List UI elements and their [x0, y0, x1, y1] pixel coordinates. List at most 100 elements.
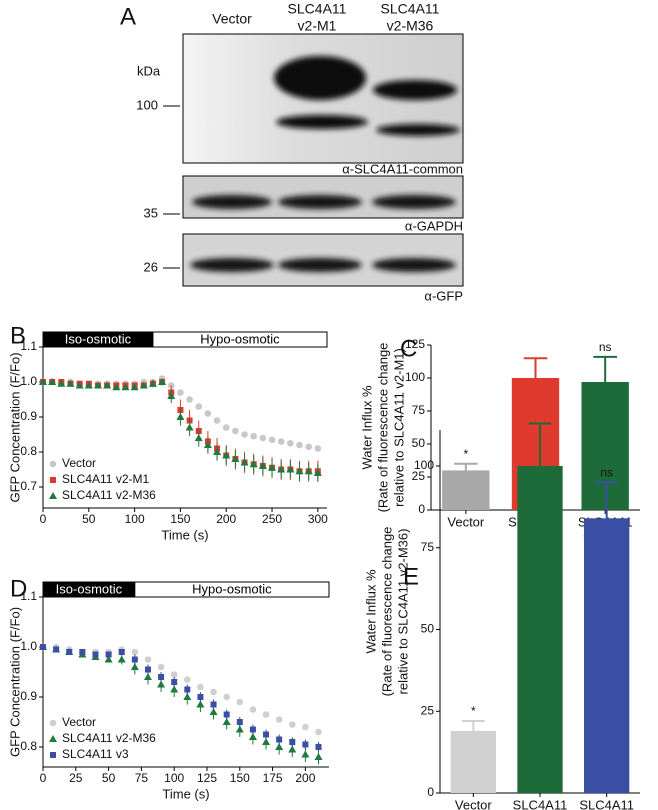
marker [314, 753, 323, 760]
marker [184, 686, 191, 693]
x-tick-label: 50 [82, 512, 96, 526]
panel-label: A [120, 3, 136, 30]
marker [222, 424, 230, 431]
y-axis-label: Water Influx % [363, 569, 378, 653]
marker [184, 676, 191, 683]
y-tick-label: 75 [412, 403, 426, 417]
marker [210, 688, 217, 696]
marker-label: 100 [136, 97, 158, 112]
marker [262, 711, 270, 718]
marker [231, 455, 240, 462]
bar [584, 518, 630, 793]
marker [84, 381, 93, 389]
y-tick-label: 100 [414, 458, 434, 472]
marker [262, 738, 271, 745]
band [190, 258, 274, 272]
significance-label: * [463, 447, 468, 461]
x-tick-label: Vector [447, 514, 485, 529]
lane-label: SLC4A11 [288, 1, 347, 17]
marker [249, 726, 256, 733]
marker [143, 673, 152, 680]
marker [75, 381, 84, 389]
antibody-label: α-GFP [424, 288, 463, 303]
marker [157, 680, 166, 688]
marker [268, 463, 277, 471]
marker [130, 383, 139, 391]
marker [268, 436, 276, 444]
marker [213, 417, 221, 424]
x-tick-label: 25 [69, 771, 83, 785]
marker [104, 655, 113, 663]
marker [144, 656, 152, 663]
legend-marker [50, 752, 56, 758]
marker [195, 403, 203, 410]
marker [53, 646, 60, 653]
y-axis-label: relative to SLC4A11 v2-M1) [391, 348, 406, 507]
x-tick-label: 0 [40, 512, 47, 526]
marker [302, 723, 309, 731]
marker [92, 651, 99, 658]
marker [158, 378, 167, 385]
legend-marker [49, 719, 57, 727]
marker [139, 381, 148, 389]
marker [39, 378, 47, 385]
marker [240, 458, 249, 466]
band [372, 195, 456, 209]
marker [148, 379, 157, 387]
x-tick-label: 150 [230, 771, 250, 785]
x-tick-label: SLC4A11 [579, 797, 634, 810]
x-tick-label: 50 [102, 771, 116, 785]
legend-label: SLC4A11 v3 [62, 747, 129, 761]
phase-bar [152, 331, 328, 348]
panel-label: E [403, 563, 419, 590]
legend-marker [49, 735, 57, 742]
marker [196, 700, 205, 708]
legend-label: Vector [62, 456, 96, 470]
marker-label: 35 [144, 205, 158, 220]
marker [249, 706, 257, 713]
marker [289, 739, 296, 745]
x-tick-label: 200 [216, 512, 236, 526]
marker [171, 679, 178, 685]
legend-marker [49, 492, 57, 499]
bar [581, 381, 629, 510]
marker [121, 383, 130, 391]
bar [450, 730, 496, 793]
y-tick-label: 0.8 [20, 444, 37, 458]
marker [263, 731, 270, 738]
marker [313, 469, 322, 476]
marker [40, 644, 46, 650]
bar [442, 470, 490, 510]
bands [192, 195, 456, 209]
x-tick-label: 125 [197, 771, 217, 785]
marker [112, 383, 121, 391]
marker [232, 427, 239, 435]
marker [296, 441, 303, 449]
lane-label: v2-M36 [387, 18, 434, 34]
marker [213, 448, 222, 455]
marker [158, 674, 165, 680]
y-tick-label: 0 [418, 502, 425, 516]
marker [66, 379, 75, 387]
phase-label: Hypo-osmotic [192, 581, 272, 596]
y-axis-label: relative to SLC4A11 v2-M36) [395, 529, 410, 695]
y-axis-label: Water Influx % [359, 385, 374, 469]
marker [197, 694, 204, 700]
x-tick-label: 100 [125, 512, 145, 526]
marker [130, 663, 139, 670]
marker [276, 736, 283, 743]
marker [48, 378, 57, 385]
marker [259, 434, 267, 442]
marker [144, 666, 151, 673]
marker [186, 396, 193, 403]
panel-label: D [10, 575, 27, 602]
marker [314, 445, 322, 452]
antibody-label: α-GAPDH [405, 218, 463, 233]
x-tick-label: 300 [308, 512, 328, 526]
y-tick-label: 100 [405, 370, 425, 384]
marker [249, 460, 258, 468]
y-tick-label: 50 [421, 622, 435, 636]
marker [210, 701, 217, 708]
